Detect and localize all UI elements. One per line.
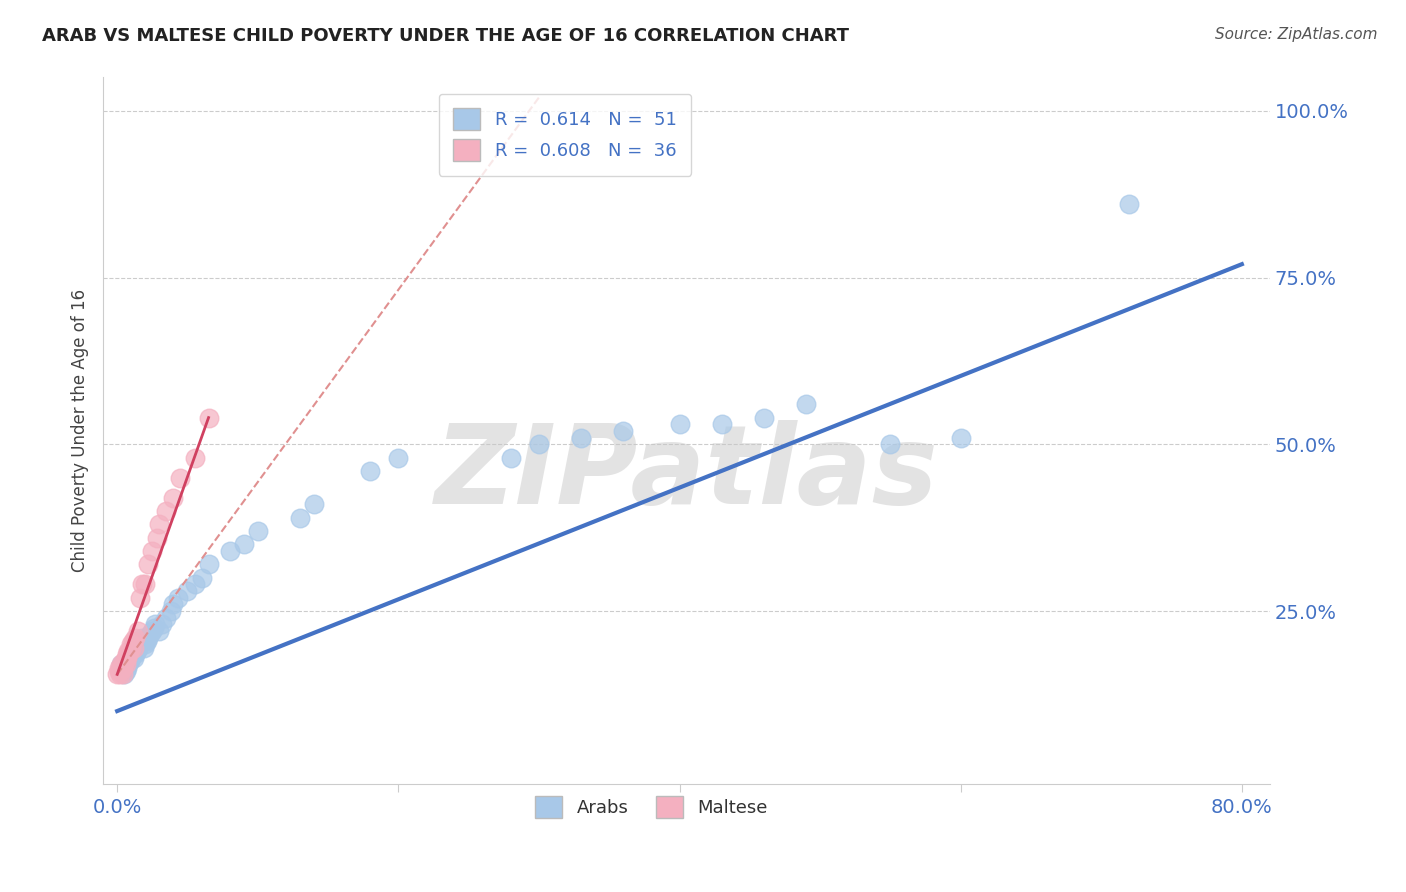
Point bbox=[114, 650, 136, 665]
Point bbox=[499, 450, 522, 465]
Point bbox=[117, 648, 139, 662]
Point bbox=[112, 667, 135, 681]
Point bbox=[121, 634, 143, 648]
Text: ZIPatlas: ZIPatlas bbox=[434, 420, 938, 527]
Point bbox=[134, 637, 156, 651]
Point bbox=[108, 664, 131, 678]
Point bbox=[131, 577, 153, 591]
Point bbox=[105, 667, 128, 681]
Point bbox=[612, 424, 634, 438]
Text: ARAB VS MALTESE CHILD POVERTY UNDER THE AGE OF 16 CORRELATION CHART: ARAB VS MALTESE CHILD POVERTY UNDER THE … bbox=[42, 27, 849, 45]
Point bbox=[111, 667, 134, 681]
Point bbox=[288, 510, 311, 524]
Point bbox=[124, 631, 146, 645]
Point bbox=[183, 577, 205, 591]
Point bbox=[387, 450, 409, 465]
Point bbox=[115, 661, 138, 675]
Point bbox=[120, 640, 142, 655]
Point bbox=[142, 621, 165, 635]
Point bbox=[302, 497, 325, 511]
Point bbox=[127, 640, 149, 655]
Point bbox=[107, 664, 129, 678]
Point bbox=[120, 650, 142, 665]
Point bbox=[148, 517, 170, 532]
Point bbox=[117, 644, 139, 658]
Point bbox=[111, 661, 134, 675]
Point bbox=[141, 544, 163, 558]
Point bbox=[183, 450, 205, 465]
Point bbox=[141, 624, 163, 638]
Point bbox=[128, 591, 150, 605]
Point bbox=[190, 571, 212, 585]
Point bbox=[155, 504, 177, 518]
Legend: Arabs, Maltese: Arabs, Maltese bbox=[529, 789, 775, 825]
Point bbox=[127, 624, 149, 638]
Point bbox=[145, 531, 167, 545]
Point bbox=[150, 617, 173, 632]
Point bbox=[710, 417, 733, 432]
Y-axis label: Child Poverty Under the Age of 16: Child Poverty Under the Age of 16 bbox=[72, 289, 89, 573]
Point bbox=[129, 634, 152, 648]
Point bbox=[1118, 197, 1140, 211]
Point bbox=[136, 558, 159, 572]
Point bbox=[197, 558, 219, 572]
Point bbox=[879, 437, 901, 451]
Point bbox=[110, 657, 132, 672]
Point bbox=[668, 417, 690, 432]
Point bbox=[134, 577, 156, 591]
Point bbox=[110, 661, 132, 675]
Point bbox=[246, 524, 269, 538]
Point bbox=[949, 431, 972, 445]
Text: Source: ZipAtlas.com: Source: ZipAtlas.com bbox=[1215, 27, 1378, 42]
Point bbox=[131, 631, 153, 645]
Point bbox=[128, 637, 150, 651]
Point bbox=[120, 637, 142, 651]
Point bbox=[169, 470, 191, 484]
Point bbox=[162, 598, 184, 612]
Point bbox=[121, 648, 143, 662]
Point bbox=[122, 640, 145, 655]
Point bbox=[112, 654, 135, 668]
Point bbox=[124, 648, 146, 662]
Point bbox=[218, 544, 240, 558]
Point bbox=[155, 610, 177, 624]
Point bbox=[162, 491, 184, 505]
Point bbox=[166, 591, 188, 605]
Point bbox=[118, 654, 141, 668]
Point bbox=[176, 584, 198, 599]
Point bbox=[107, 661, 129, 675]
Point bbox=[122, 650, 145, 665]
Point bbox=[794, 397, 817, 411]
Point bbox=[159, 604, 181, 618]
Point bbox=[143, 617, 166, 632]
Point bbox=[197, 410, 219, 425]
Point bbox=[108, 667, 131, 681]
Point bbox=[115, 648, 138, 662]
Point bbox=[118, 644, 141, 658]
Point bbox=[114, 664, 136, 678]
Point bbox=[110, 657, 132, 672]
Point bbox=[135, 634, 157, 648]
Point bbox=[117, 657, 139, 672]
Point bbox=[527, 437, 550, 451]
Point bbox=[359, 464, 381, 478]
Point bbox=[148, 624, 170, 638]
Point bbox=[232, 537, 254, 551]
Point bbox=[569, 431, 592, 445]
Point bbox=[138, 627, 160, 641]
Point bbox=[115, 650, 138, 665]
Point bbox=[752, 410, 775, 425]
Point bbox=[112, 657, 135, 672]
Point bbox=[114, 657, 136, 672]
Point bbox=[132, 640, 155, 655]
Point bbox=[125, 644, 148, 658]
Point bbox=[136, 631, 159, 645]
